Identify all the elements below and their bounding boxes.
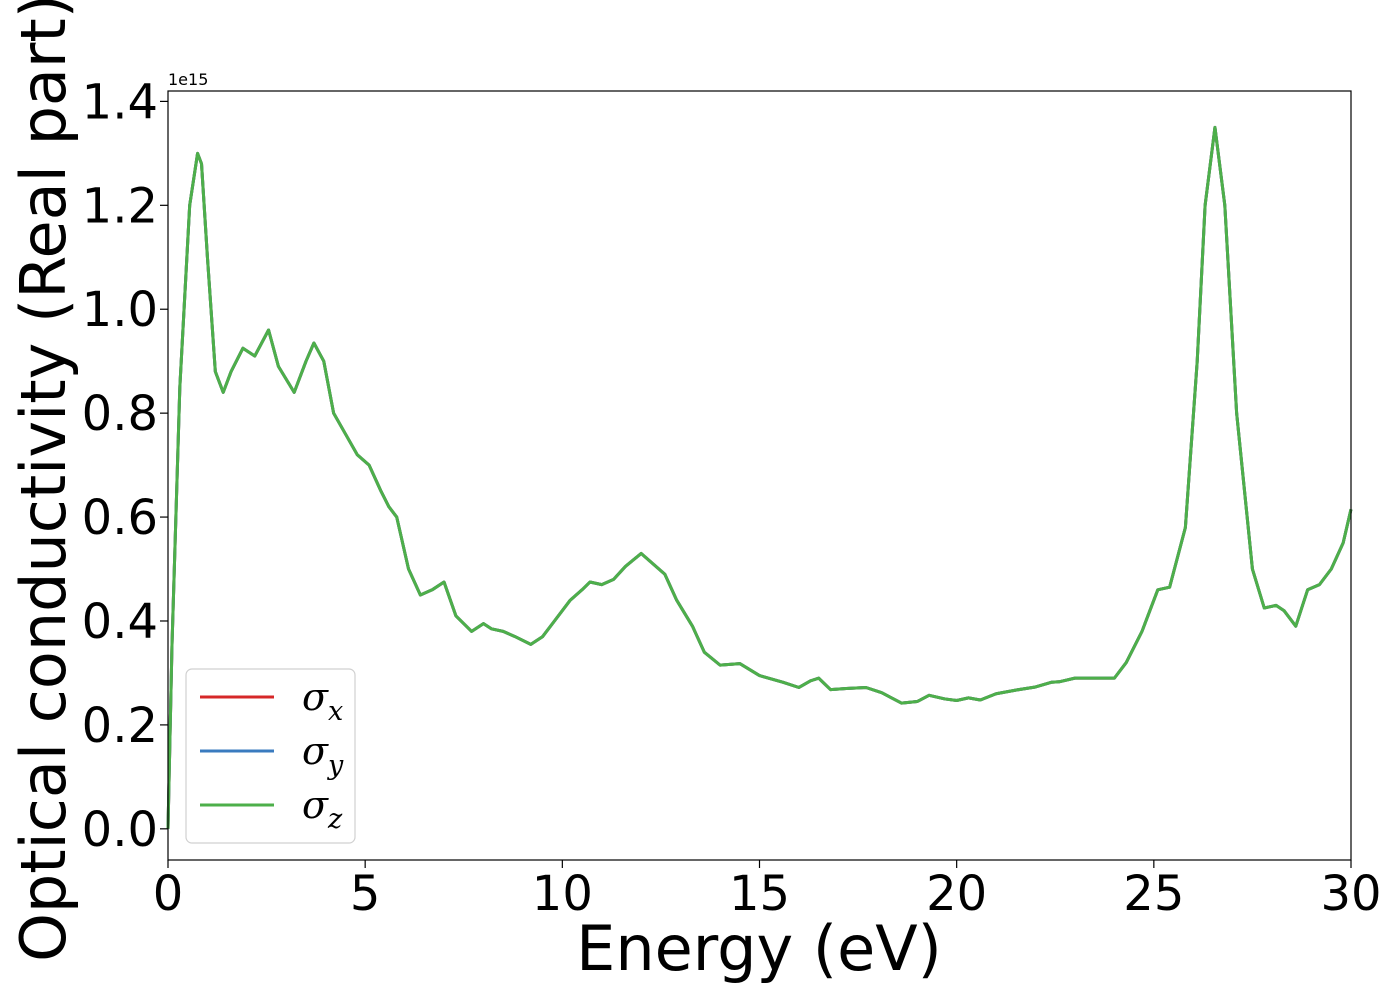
y-axis-title: Optical conductivity (Real part) bbox=[7, 0, 80, 962]
x-tick-label: 25 bbox=[1123, 866, 1184, 922]
legend-box bbox=[185, 668, 356, 844]
y-tick-label: 1.4 bbox=[82, 74, 158, 130]
x-tick-label: 0 bbox=[153, 866, 184, 922]
x-axis: 0 5 10 15 20 25 30 bbox=[153, 860, 1382, 922]
y-tick-label: 0.0 bbox=[82, 802, 158, 858]
x-tick-label: 5 bbox=[350, 866, 381, 922]
x-tick-label: 15 bbox=[729, 866, 790, 922]
x-tick-label: 10 bbox=[532, 866, 593, 922]
series-line-z bbox=[166, 125, 1353, 829]
x-tick-label: 30 bbox=[1320, 866, 1381, 922]
legend-entry-z: σz bbox=[200, 783, 343, 835]
y-tick-label: 0.2 bbox=[82, 698, 158, 754]
y-tick-label: 1.0 bbox=[82, 282, 158, 338]
legend-label: σz bbox=[302, 783, 343, 835]
y-axis: 0.0 0.2 0.4 0.6 0.8 1.0 1.2 1.4 bbox=[82, 74, 168, 858]
x-tick-label: 20 bbox=[926, 866, 987, 922]
y-axis-offset-text: 1e15 bbox=[168, 70, 208, 89]
y-tick-label: 0.8 bbox=[82, 386, 158, 442]
y-tick-label: 0.4 bbox=[82, 594, 158, 650]
y-tick-label: 0.6 bbox=[82, 490, 158, 546]
series-lines bbox=[166, 125, 1353, 829]
y-tick-label: 1.2 bbox=[82, 178, 158, 234]
x-axis-title: Energy (eV) bbox=[576, 912, 942, 985]
